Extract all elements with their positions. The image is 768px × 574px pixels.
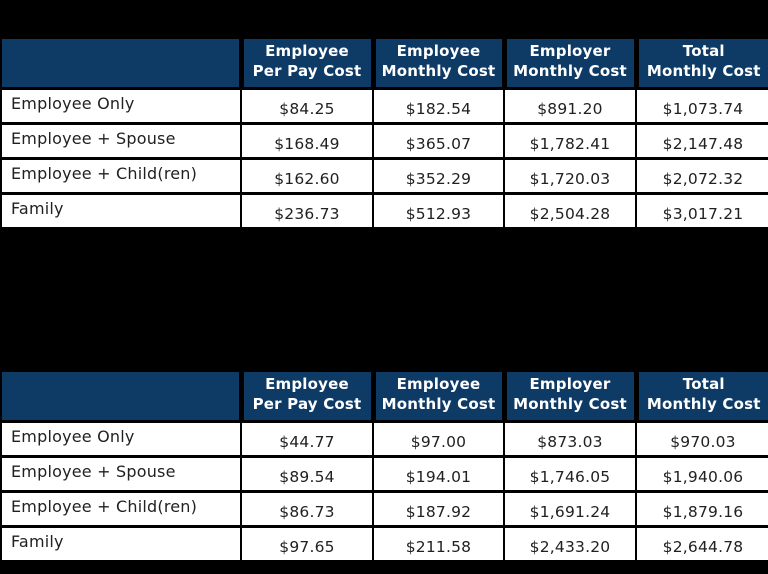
row-label: Employee + Spouse bbox=[0, 454, 242, 493]
header-line: Total bbox=[682, 375, 725, 394]
cost-value-cell: $1,720.03 bbox=[503, 156, 637, 195]
table-row-employee-children: Employee + Child(ren) $162.60 $352.29 $1… bbox=[0, 156, 768, 195]
cost-value-cell: $2,644.78 bbox=[635, 524, 768, 563]
cost-value-cell: $365.07 bbox=[372, 121, 505, 160]
cost-value-cell: $512.93 bbox=[372, 191, 505, 230]
row-label: Family bbox=[0, 191, 242, 230]
cost-value-cell: $352.29 bbox=[372, 156, 505, 195]
header-employee-per-pay-cost: Employee Per Pay Cost bbox=[238, 39, 376, 90]
cost-value-cell: $2,504.28 bbox=[503, 191, 637, 230]
cost-value-cell: $168.49 bbox=[240, 121, 374, 160]
cost-value-cell: $2,072.32 bbox=[635, 156, 768, 195]
cost-value-cell: $1,073.74 bbox=[635, 86, 768, 125]
row-label: Employee Only bbox=[0, 86, 242, 125]
cost-value-cell: $44.77 bbox=[240, 419, 374, 458]
cost-table-2: Employee Per Pay Cost Employee Monthly C… bbox=[0, 372, 768, 563]
header-line: Total bbox=[682, 42, 725, 61]
cost-value-cell: $97.00 bbox=[372, 419, 505, 458]
cost-value-cell: $873.03 bbox=[503, 419, 637, 458]
header-employer-monthly-cost: Employer Monthly Cost bbox=[501, 372, 639, 423]
table-row-employee-only: Employee Only $84.25 $182.54 $891.20 $1,… bbox=[0, 86, 768, 125]
row-label: Family bbox=[0, 524, 242, 563]
table-row-employee-spouse: Employee + Spouse $89.54 $194.01 $1,746.… bbox=[0, 454, 768, 493]
corner-cell bbox=[0, 372, 244, 423]
row-label: Employee + Child(ren) bbox=[0, 156, 242, 195]
header-line: Employer bbox=[529, 42, 611, 61]
header-line: Employer bbox=[529, 375, 611, 394]
table-row-employee-spouse: Employee + Spouse $168.49 $365.07 $1,782… bbox=[0, 121, 768, 160]
table-row-family: Family $97.65 $211.58 $2,433.20 $2,644.7… bbox=[0, 524, 768, 563]
header-line: Employee bbox=[396, 42, 481, 61]
corner-cell bbox=[0, 39, 244, 90]
header-total-monthly-cost: Total Monthly Cost bbox=[633, 39, 768, 90]
cost-value-cell: $1,691.24 bbox=[503, 489, 637, 528]
row-label: Employee + Spouse bbox=[0, 121, 242, 160]
header-line: Monthly Cost bbox=[646, 395, 761, 414]
cost-value-cell: $1,746.05 bbox=[503, 454, 637, 493]
header-employee-monthly-cost: Employee Monthly Cost bbox=[370, 372, 507, 423]
cost-value-cell: $182.54 bbox=[372, 86, 505, 125]
header-row: Employee Per Pay Cost Employee Monthly C… bbox=[0, 372, 768, 423]
row-label: Employee + Child(ren) bbox=[0, 489, 242, 528]
cost-value-cell: $2,147.48 bbox=[635, 121, 768, 160]
header-total-monthly-cost: Total Monthly Cost bbox=[633, 372, 768, 423]
cost-value-cell: $2,433.20 bbox=[503, 524, 637, 563]
header-employee-monthly-cost: Employee Monthly Cost bbox=[370, 39, 507, 90]
header-line: Per Pay Cost bbox=[252, 395, 362, 414]
cost-value-cell: $84.25 bbox=[240, 86, 374, 125]
row-label: Employee Only bbox=[0, 419, 242, 458]
cost-value-cell: $97.65 bbox=[240, 524, 374, 563]
header-line: Employee bbox=[265, 42, 349, 61]
cost-value-cell: $3,017.21 bbox=[635, 191, 768, 230]
header-line: Employee bbox=[396, 375, 481, 394]
header-row: Employee Per Pay Cost Employee Monthly C… bbox=[0, 39, 768, 90]
header-line: Employee bbox=[265, 375, 349, 394]
table-row-family: Family $236.73 $512.93 $2,504.28 $3,017.… bbox=[0, 191, 768, 230]
header-line: Monthly Cost bbox=[381, 62, 496, 81]
cost-value-cell: $891.20 bbox=[503, 86, 637, 125]
table-row-employee-only: Employee Only $44.77 $97.00 $873.03 $970… bbox=[0, 419, 768, 458]
header-line: Per Pay Cost bbox=[252, 62, 362, 81]
header-employer-monthly-cost: Employer Monthly Cost bbox=[501, 39, 639, 90]
header-line: Monthly Cost bbox=[513, 62, 627, 81]
cost-value-cell: $1,879.16 bbox=[635, 489, 768, 528]
header-line: Monthly Cost bbox=[646, 62, 761, 81]
header-line: Monthly Cost bbox=[381, 395, 496, 414]
cost-value-cell: $1,782.41 bbox=[503, 121, 637, 160]
cost-value-cell: $194.01 bbox=[372, 454, 505, 493]
table-row-employee-children: Employee + Child(ren) $86.73 $187.92 $1,… bbox=[0, 489, 768, 528]
cost-value-cell: $211.58 bbox=[372, 524, 505, 563]
cost-value-cell: $970.03 bbox=[635, 419, 768, 458]
cost-value-cell: $236.73 bbox=[240, 191, 374, 230]
cost-value-cell: $89.54 bbox=[240, 454, 374, 493]
header-line: Monthly Cost bbox=[513, 395, 627, 414]
cost-value-cell: $187.92 bbox=[372, 489, 505, 528]
cost-value-cell: $1,940.06 bbox=[635, 454, 768, 493]
cost-value-cell: $86.73 bbox=[240, 489, 374, 528]
cost-value-cell: $162.60 bbox=[240, 156, 374, 195]
header-employee-per-pay-cost: Employee Per Pay Cost bbox=[238, 372, 376, 423]
cost-table-1: Employee Per Pay Cost Employee Monthly C… bbox=[0, 39, 768, 230]
